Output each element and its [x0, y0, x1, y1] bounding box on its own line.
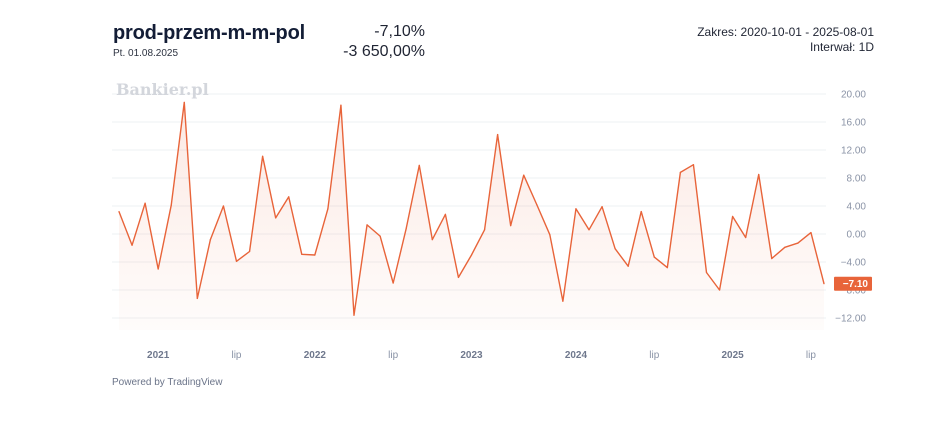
x-tick-label: 2023: [460, 350, 483, 361]
data-point: [692, 164, 695, 166]
data-point: [405, 227, 407, 229]
data-point: [183, 101, 185, 103]
x-tick-label: 2025: [721, 350, 744, 361]
data-point: [235, 260, 238, 262]
x-tick-label: lip: [388, 350, 398, 361]
data-point: [771, 257, 773, 260]
data-point: [497, 134, 499, 136]
y-tick-label: 8.00: [847, 174, 867, 185]
data-point: [653, 256, 655, 258]
data-point: [784, 246, 786, 248]
data-point: [444, 213, 446, 215]
data-point: [575, 208, 577, 210]
data-point: [379, 235, 381, 237]
data-point: [248, 250, 251, 253]
data-point: [209, 239, 211, 241]
data-point: [353, 314, 355, 316]
quote-date: Pt. 01.08.2025: [113, 48, 179, 59]
data-point: [732, 215, 734, 218]
y-tick-label: 4.00: [847, 202, 867, 213]
data-point: [588, 229, 590, 231]
data-point: [549, 234, 551, 236]
data-point: [457, 276, 460, 278]
data-point: [392, 282, 394, 284]
data-point: [562, 300, 564, 302]
x-tick-label: 2021: [147, 350, 170, 361]
data-point: [418, 164, 420, 166]
change-percent-secondary: -3 650,00%: [343, 43, 425, 60]
x-tick-label: lip: [649, 350, 659, 361]
y-tick-label: −8.00: [841, 286, 867, 297]
data-point: [170, 204, 172, 206]
x-tick-label: lip: [806, 350, 816, 361]
y-tick-label: 12.00: [841, 146, 866, 157]
data-point: [222, 205, 225, 207]
data-point: [196, 297, 198, 299]
data-point: [510, 225, 512, 227]
y-tick-label: 16.00: [841, 118, 866, 129]
data-point: [523, 174, 525, 176]
x-tick-label: 2022: [304, 350, 327, 361]
date-range: Zakres: 2020-10-01 - 2025-08-01: [697, 25, 874, 39]
x-tick-label: lip: [231, 350, 241, 361]
bankier-watermark: Bankier.pl: [116, 80, 209, 99]
data-point: [275, 217, 277, 219]
data-point: [536, 204, 538, 206]
data-point: [340, 104, 342, 106]
data-point: [483, 229, 486, 231]
data-point: [262, 155, 264, 157]
data-point: [705, 271, 708, 274]
last-value-badge-bg: [834, 276, 872, 291]
data-point: [288, 196, 290, 198]
symbol-title: prod-przem-m-m-pol: [113, 22, 305, 44]
data-point: [314, 254, 316, 256]
series-points: [118, 101, 825, 316]
y-tick-label: 0.00: [847, 230, 867, 241]
data-point: [823, 283, 825, 285]
data-point: [327, 208, 329, 210]
data-point: [470, 254, 473, 256]
last-value-label: −7.10: [843, 279, 869, 290]
data-point: [718, 289, 721, 291]
data-point: [301, 253, 303, 255]
data-point: [745, 236, 747, 239]
powered-by-link[interactable]: Powered by TradingView: [112, 377, 223, 388]
change-block: -7,10% -3 650,00%: [343, 22, 425, 62]
y-tick-label: 20.00: [841, 90, 866, 101]
range-block: Zakres: 2020-10-01 - 2025-08-01 Interwał…: [697, 25, 874, 55]
x-tick-label: 2024: [565, 350, 588, 361]
data-point: [131, 244, 133, 246]
data-point: [640, 211, 642, 213]
data-point: [810, 232, 812, 234]
change-percent: -7,10%: [374, 23, 425, 40]
data-point: [118, 211, 120, 213]
y-tick-label: −12.00: [835, 314, 866, 325]
data-point: [366, 224, 368, 226]
data-point: [797, 242, 799, 244]
last-value-badge: −7.10: [834, 276, 872, 291]
data-point: [627, 265, 629, 267]
data-point: [666, 267, 668, 269]
series-area: [119, 102, 824, 331]
x-axis: 2021 lip 2022 lip 2023 2024 lip 2025 lip: [147, 350, 816, 361]
data-point: [679, 171, 681, 173]
data-point: [614, 248, 616, 250]
y-tick-label: −4.00: [841, 258, 867, 269]
data-point: [144, 202, 146, 204]
data-point: [601, 206, 603, 208]
interval: Interwał: 1D: [809, 40, 874, 54]
data-point: [758, 173, 760, 176]
data-point: [431, 239, 433, 241]
data-point: [157, 268, 159, 270]
y-axis: 20.00 16.00 12.00 8.00 4.00 0.00 −4.00 −8.00 −12…: [835, 90, 866, 325]
